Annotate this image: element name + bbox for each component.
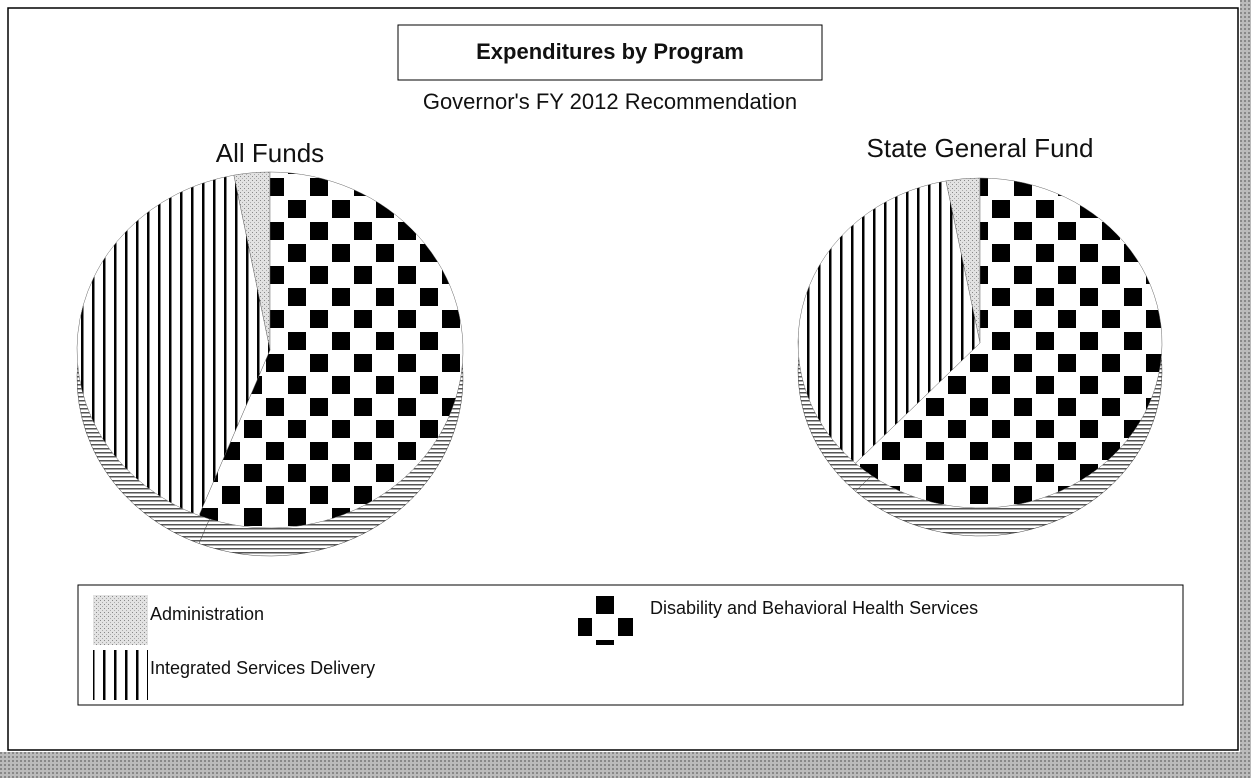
- pie-slice: [855, 177, 1163, 509]
- pie-title: All Funds: [216, 138, 324, 168]
- legend-swatch: [93, 595, 148, 645]
- legend-swatch: [93, 650, 148, 700]
- shadow: [0, 752, 1251, 778]
- legend-swatch: [578, 595, 633, 645]
- chart-title: Expenditures by Program: [476, 39, 744, 64]
- legend-label: Integrated Services Delivery: [150, 658, 375, 678]
- pie-slice: [797, 180, 981, 464]
- title-box: [397, 24, 823, 81]
- legend-label: Administration: [150, 604, 264, 624]
- pie-slice: [198, 171, 464, 529]
- legend-label: Disability and Behavioral Health Service…: [650, 598, 978, 618]
- shadow: [1240, 0, 1251, 778]
- pie-title: State General Fund: [867, 133, 1094, 163]
- pie-slice: [76, 174, 271, 516]
- chart-subtitle: Governor's FY 2012 Recommendation: [423, 89, 797, 114]
